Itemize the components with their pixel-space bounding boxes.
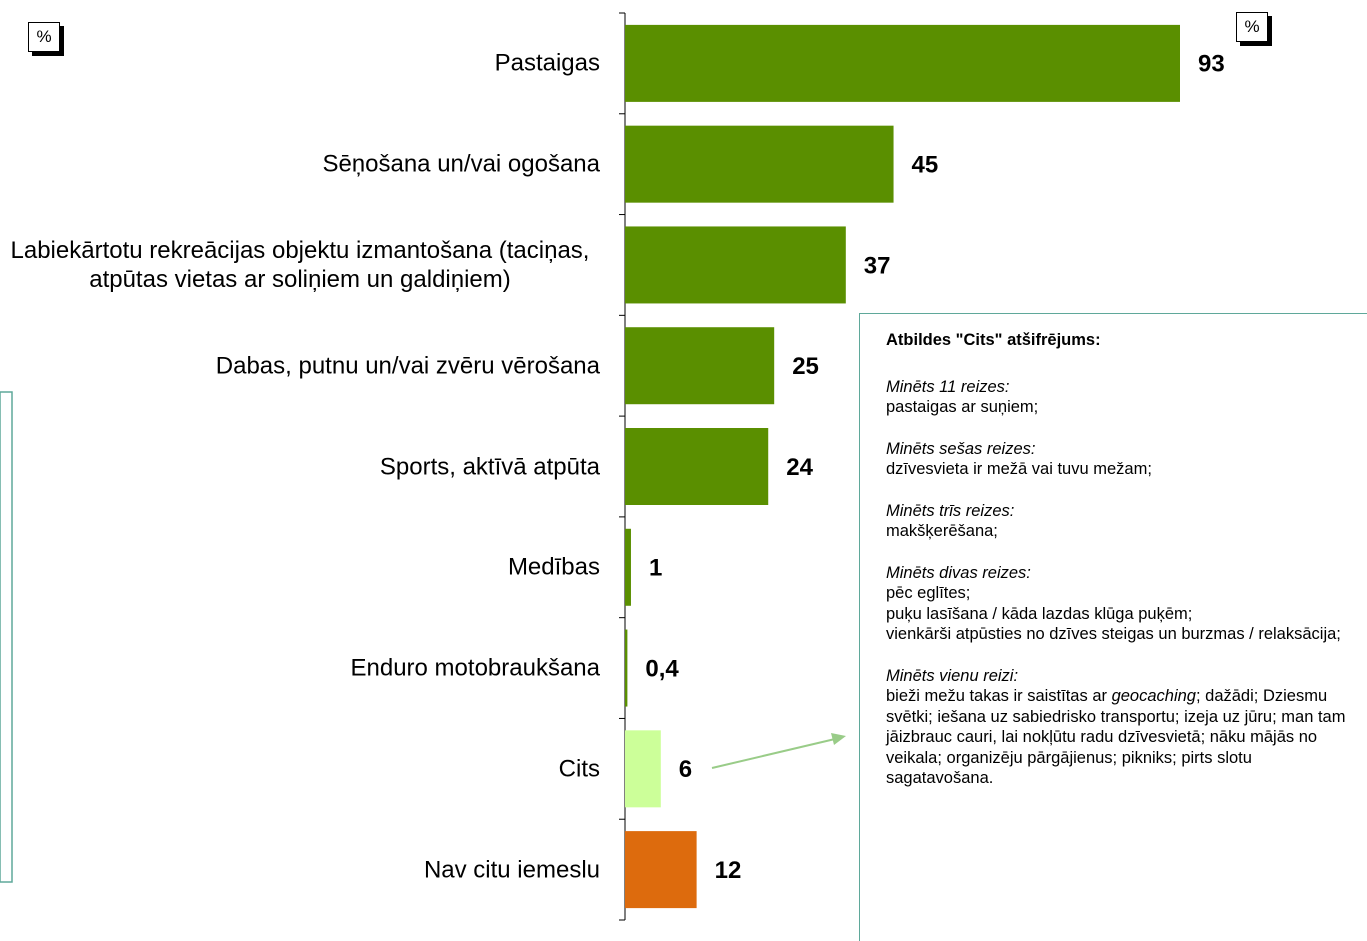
unit-box: % <box>1236 12 1268 42</box>
line: vienkārši atpūsties no dzīves steigas un… <box>886 625 1341 643</box>
group: Minēts 11 reizes: pastaigas ar suņiem; <box>886 377 1361 418</box>
value-label: 25 <box>792 353 819 380</box>
value-label: 45 <box>912 152 939 179</box>
value-label: 0,4 <box>645 655 679 682</box>
frame <box>0 391 13 883</box>
heading: Minēts sešas reizes: <box>886 439 1036 458</box>
line: pēc eglītes; <box>886 584 971 602</box>
line: makšķerēšana; <box>886 522 998 540</box>
bar <box>625 226 846 304</box>
paragraph: bieži mežu takas ir saistītas ar geocach… <box>886 686 1361 789</box>
value-label: 24 <box>786 454 813 481</box>
bar <box>625 327 775 405</box>
heading: Minēts 11 reizes: <box>886 377 1010 396</box>
bar <box>625 125 894 203</box>
category-label: Cits <box>558 755 600 783</box>
annotation-title: Atbildes "Cits" atšifrējums: <box>886 331 1101 349</box>
category-label: Medības <box>507 553 600 581</box>
group: Minēts sešas reizes: dzīvesvieta ir mežā … <box>886 439 1361 480</box>
line: ; dažādi; Dziesmu svētki; iešana uz sabi… <box>886 687 1346 787</box>
line: bieži mežu takas ir saistītas ar <box>886 687 1112 705</box>
group: Minēts trīs reizes: makšķerēšana; <box>886 501 1361 542</box>
category-label: Enduro motobraukšana <box>350 654 601 682</box>
category-label: Sēņošana un/vai ogošana <box>322 150 600 178</box>
category-label: Pastaigas <box>494 49 600 77</box>
heading: Minēts divas reizes: <box>886 563 1031 582</box>
bar <box>625 428 769 505</box>
line: pastaigas ar suņiem; <box>886 398 1039 416</box>
bar <box>625 831 697 909</box>
value-label: 6 <box>679 756 692 783</box>
bar <box>625 24 1180 102</box>
unit-box: % <box>28 22 60 52</box>
heading: Minēts vienu reizi: <box>886 666 1019 685</box>
value-label: 93 <box>1198 51 1225 78</box>
bar <box>625 730 661 808</box>
heading: Minēts trīs reizes: <box>886 501 1015 520</box>
value-label: 37 <box>864 252 891 279</box>
group: Minēts divas reizes: pēc eglītes; puķu las… <box>886 563 1361 645</box>
bar <box>625 629 628 707</box>
bar <box>625 528 631 606</box>
group: Minēts vienu reizi: bieži mežu takas ir s… <box>886 666 1361 789</box>
value-label: 12 <box>715 857 742 884</box>
category-label: Sports, aktīvā atpūta <box>379 453 600 480</box>
arrow <box>711 738 836 769</box>
line: dzīvesvieta ir mežā vai tuvu mežam; <box>886 460 1152 478</box>
line: geocaching <box>1111 687 1196 705</box>
line: puķu lasīšana / kāda lazdas klūga puķēm; <box>886 604 1193 623</box>
category-label: Labiekārtotu rekreācijas objektu izmanto… <box>10 236 590 293</box>
value-label: 1 <box>649 555 662 582</box>
category-label: Nav citu iemeslu <box>423 856 600 884</box>
annotation: Atbildes "Cits" atšifrējums: Minēts 11 r… <box>859 313 1367 941</box>
category-label: Dabas, putnu un/vai zvēru vērošana <box>215 352 600 380</box>
arrow-head <box>831 733 846 745</box>
